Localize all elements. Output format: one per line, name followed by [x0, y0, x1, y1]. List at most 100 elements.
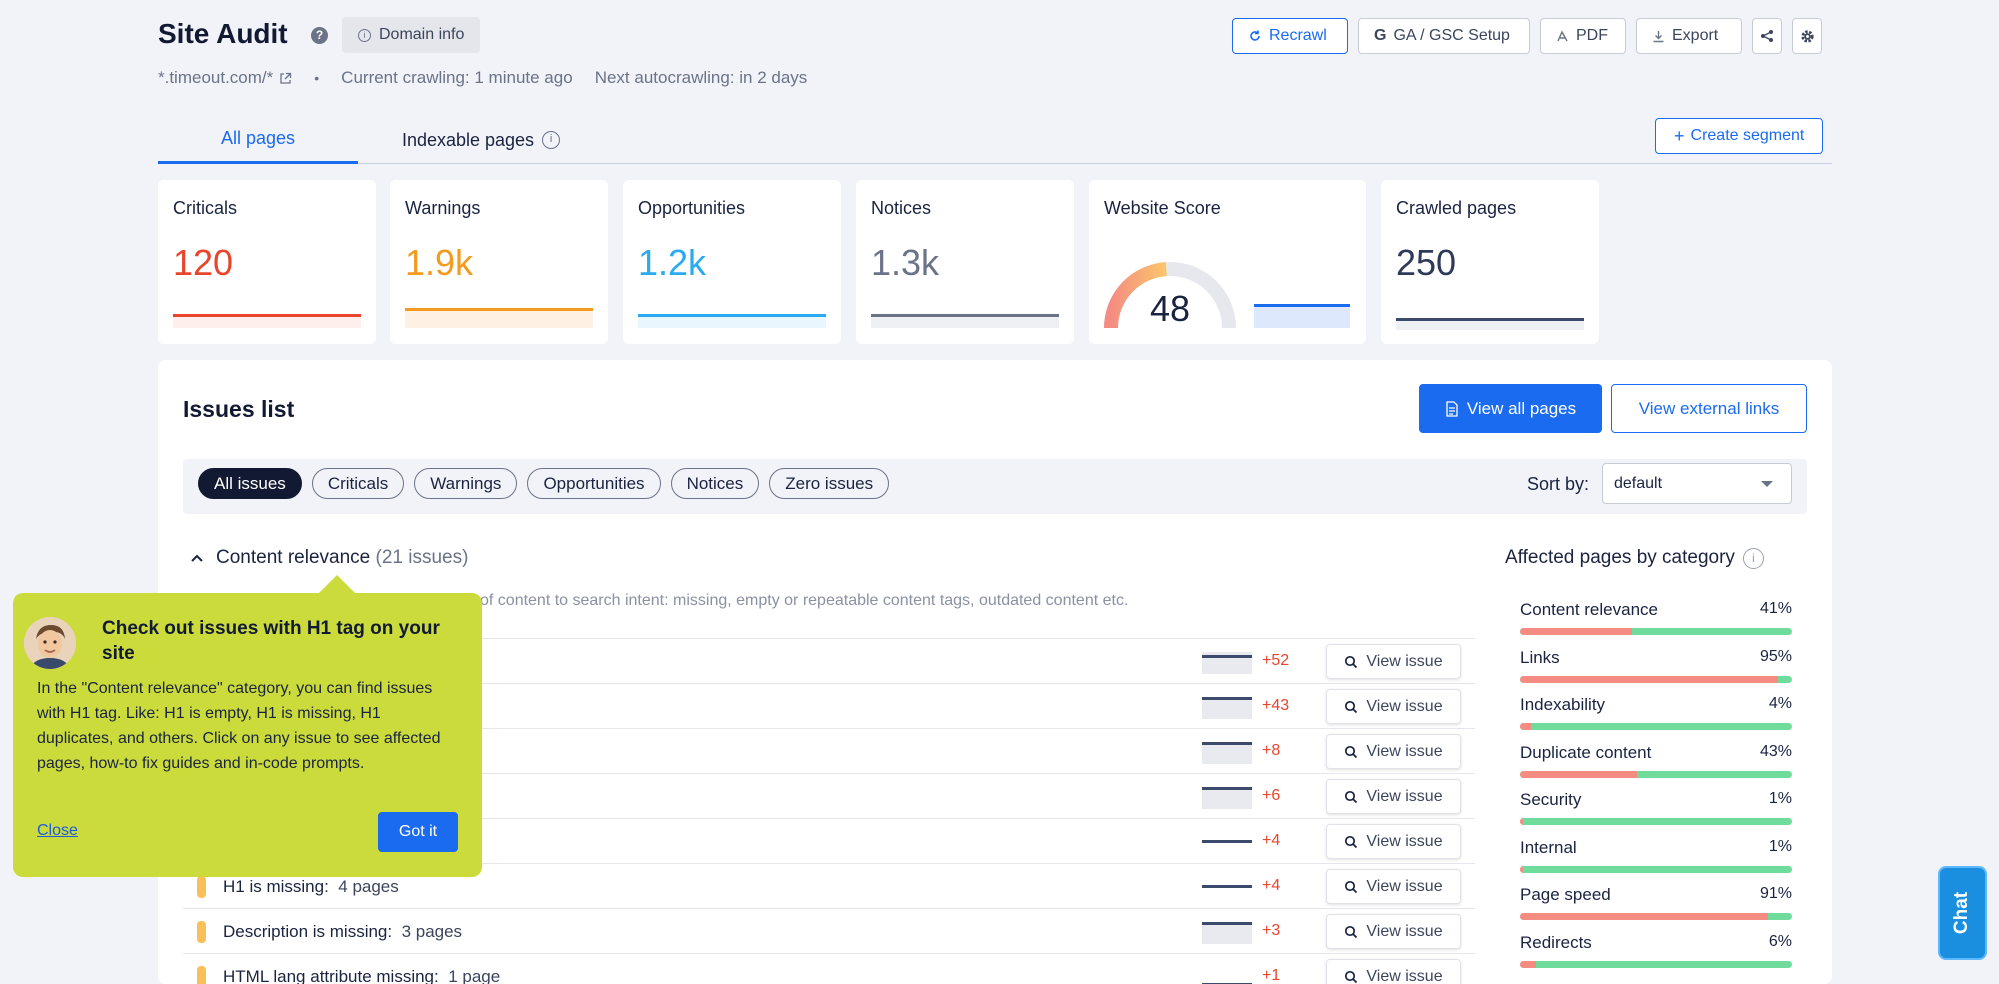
view-issue-button[interactable]: View issue [1326, 914, 1461, 949]
tab-all-pages-label: All pages [220, 128, 296, 148]
card-value: 250 [1396, 242, 1457, 283]
external-link-icon [280, 72, 292, 84]
settings-button[interactable] [1792, 18, 1822, 54]
domain-info-button[interactable]: i Domain info [342, 17, 481, 53]
create-segment-button[interactable]: + Create segment [1655, 118, 1824, 154]
view-issue-label: View issue [1366, 787, 1443, 805]
filter-zero-issues[interactable]: Zero issues [769, 468, 890, 499]
affected-category[interactable]: Internal 1% [1520, 838, 1792, 886]
chat-button[interactable]: Chat [1938, 866, 1987, 960]
issue-pages: 4 pages [338, 877, 399, 896]
issue-delta: +52 [1262, 652, 1290, 669]
tab-indexable-pages-label: Indexable pages [401, 129, 535, 150]
view-issue-button[interactable]: View issue [1326, 779, 1461, 814]
google-icon: G [1374, 27, 1387, 44]
filter-all-issues[interactable]: All issues [198, 468, 302, 499]
affected-pages-list: Content relevance 41% Links 95% Indexabili… [1520, 600, 1792, 980]
issue-delta: +3 [1262, 922, 1281, 939]
filter-warnings[interactable]: Warnings [414, 468, 518, 499]
issue-sparkline [1202, 787, 1252, 809]
card-sparkline [871, 314, 1059, 328]
recrawl-button[interactable]: Recrawl [1232, 18, 1348, 54]
affected-category[interactable]: Indexability 4% [1520, 695, 1792, 743]
card-sparkline [1396, 318, 1584, 332]
affected-category[interactable]: Links 95% [1520, 648, 1792, 696]
affected-category[interactable]: Redirects 6% [1520, 933, 1792, 981]
issue-row[interactable]: Description is missing: 3 pages +3 View … [183, 908, 1475, 953]
issue-delta: +6 [1262, 787, 1281, 804]
view-issue-label: View issue [1366, 742, 1443, 760]
view-issue-button[interactable]: View issue [1326, 824, 1461, 859]
info-icon[interactable]: i [542, 131, 561, 149]
crawled-pages-card[interactable]: Crawled pages 250 [1381, 180, 1599, 344]
opportunities-card[interactable]: Opportunities 1.2k [623, 180, 841, 344]
export-button[interactable]: Export [1636, 18, 1742, 54]
category-header[interactable]: Content relevance (21 issues) [190, 547, 468, 569]
help-icon[interactable]: ? [311, 27, 328, 44]
issue-name: Description is missing: 3 pages [223, 922, 463, 941]
card-sparkline [173, 314, 361, 328]
warnings-card[interactable]: Warnings 1.9k [390, 180, 608, 344]
view-external-links-button[interactable]: View external links [1611, 384, 1807, 433]
view-issue-button[interactable]: View issue [1326, 689, 1461, 724]
tooltip-close-link[interactable]: Close [37, 822, 78, 839]
affected-title-text: Affected pages by category [1505, 547, 1735, 568]
affected-category[interactable]: Content relevance 41% [1520, 600, 1792, 648]
card-label: Criticals [173, 198, 238, 218]
issue-row: s +4 View issue [183, 818, 1475, 863]
affected-category[interactable]: Page speed 91% [1520, 885, 1792, 933]
avatar-image [24, 617, 76, 669]
card-value: 120 [173, 242, 234, 283]
issue-delta: +8 [1262, 742, 1281, 759]
got-it-button[interactable]: Got it [378, 812, 458, 852]
card-sparkline [405, 308, 593, 328]
share-button[interactable] [1752, 18, 1782, 54]
issue-sparkline [1202, 832, 1252, 854]
sort-value: default [1614, 474, 1663, 492]
view-issue-label: View issue [1366, 832, 1443, 850]
filter-notices[interactable]: Notices [670, 468, 760, 499]
affected-category[interactable]: Security 1% [1520, 790, 1792, 838]
website-score-card[interactable]: Website Score 48 [1089, 180, 1366, 344]
tab-indexable-pages[interactable]: Indexable pages i [386, 116, 576, 164]
chevron-up-icon [191, 554, 203, 562]
criticals-card[interactable]: Criticals 120 [158, 180, 376, 344]
search-icon [1345, 700, 1358, 713]
affected-bar [1520, 865, 1792, 873]
search-icon [1345, 970, 1358, 983]
view-all-pages-button[interactable]: View all pages [1419, 384, 1602, 433]
document-icon [1446, 400, 1458, 417]
view-issue-button[interactable]: View issue [1326, 959, 1461, 984]
export-label: Export [1672, 27, 1719, 44]
crawl-info: *.timeout.com/* • Current crawling: 1 mi… [158, 68, 807, 88]
issue-row[interactable]: H1 is missing: 4 pages +4 View issue [183, 863, 1475, 908]
info-icon[interactable]: i [1742, 547, 1764, 569]
domain-link[interactable]: *.timeout.com/* [158, 68, 292, 88]
avatar [24, 617, 76, 669]
issue-sparkline [1202, 967, 1252, 984]
recrawl-label: Recrawl [1269, 27, 1327, 44]
filter-criticals[interactable]: Criticals [311, 468, 405, 499]
issue-row[interactable]: HTML lang attribute missing: 1 page +1 V… [183, 953, 1475, 984]
tooltip-title: Check out issues with H1 tag on your sit… [102, 618, 440, 664]
warning-marker [197, 966, 206, 984]
sort-label: Sort by: [1527, 474, 1590, 494]
download-icon [1653, 30, 1664, 42]
view-issue-label: View issue [1366, 877, 1443, 895]
filter-opportunities[interactable]: Opportunities [527, 468, 661, 499]
view-issue-button[interactable]: View issue [1326, 869, 1461, 904]
pdf-label: PDF [1576, 27, 1608, 44]
view-issue-button[interactable]: View issue [1326, 734, 1461, 769]
sort-select[interactable]: default [1602, 463, 1792, 504]
domain-info-label: Domain info [379, 26, 465, 43]
affected-bar [1520, 913, 1792, 920]
tab-all-pages[interactable]: All pages [158, 116, 358, 164]
ga-gsc-setup-button[interactable]: G GA / GSC Setup [1358, 18, 1530, 54]
card-label: Website Score [1104, 198, 1221, 218]
notices-card[interactable]: Notices 1.3k [856, 180, 1074, 344]
ga-gsc-label: GA / GSC Setup [1393, 27, 1510, 44]
view-issue-button[interactable]: View issue [1326, 644, 1461, 679]
score-value: 48 [1149, 288, 1191, 329]
pdf-button[interactable]: PDF [1540, 18, 1626, 54]
affected-category[interactable]: Duplicate content 43% [1520, 743, 1792, 791]
